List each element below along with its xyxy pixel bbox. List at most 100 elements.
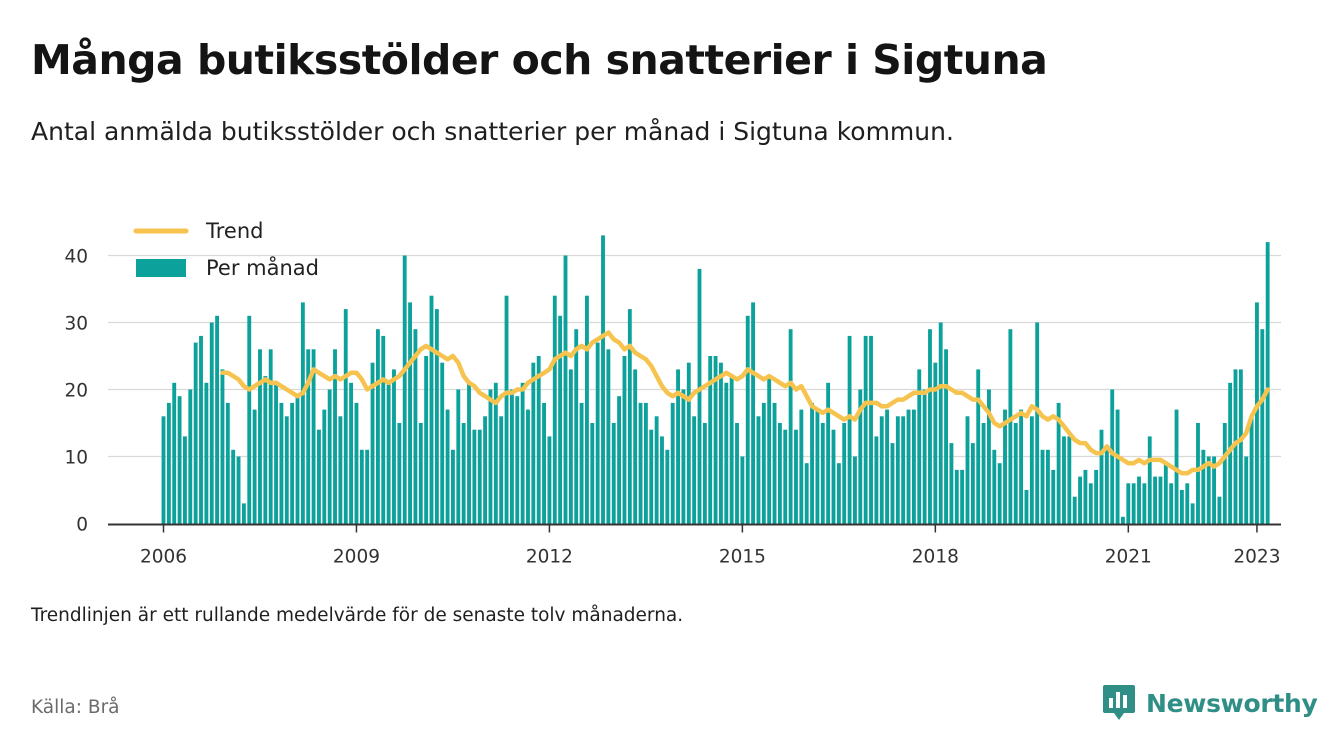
bar-99 bbox=[692, 416, 697, 524]
bar-66 bbox=[515, 396, 520, 524]
bar-57 bbox=[467, 382, 471, 524]
bar-86 bbox=[622, 356, 627, 524]
bar-132 bbox=[869, 335, 873, 524]
bar-50 bbox=[429, 295, 434, 524]
bar-74 bbox=[558, 315, 563, 524]
bar-93 bbox=[660, 436, 664, 524]
bar-85 bbox=[617, 396, 622, 524]
bar-117 bbox=[788, 329, 793, 524]
bar-142 bbox=[922, 389, 927, 524]
bar-89 bbox=[638, 402, 643, 524]
bar-136 bbox=[890, 443, 895, 524]
bar-22 bbox=[279, 402, 284, 524]
bar-61 bbox=[488, 389, 493, 524]
bar-41 bbox=[381, 335, 386, 524]
bar-111 bbox=[756, 416, 761, 524]
bar-69 bbox=[531, 362, 536, 524]
bar-3 bbox=[177, 396, 182, 524]
bar-155 bbox=[992, 449, 997, 524]
bar-131 bbox=[863, 335, 868, 524]
bar-182 bbox=[1137, 476, 1141, 524]
bar-181 bbox=[1131, 483, 1136, 524]
footnote: Trendlinjen är ett rullande medelvärde f… bbox=[31, 605, 684, 626]
bar-164 bbox=[1040, 449, 1045, 524]
bar-5 bbox=[188, 389, 193, 524]
bar-179 bbox=[1121, 516, 1125, 524]
bar-35 bbox=[349, 382, 354, 524]
bar-166 bbox=[1051, 469, 1056, 524]
bar-152 bbox=[976, 369, 981, 524]
bar-184 bbox=[1147, 436, 1152, 524]
bar-73 bbox=[552, 295, 557, 524]
bar-139 bbox=[906, 409, 911, 524]
bar-14 bbox=[236, 456, 241, 524]
bar-31 bbox=[327, 389, 332, 524]
y-tick-label-40: 40 bbox=[64, 247, 88, 268]
bar-108 bbox=[740, 456, 745, 524]
bar-96 bbox=[676, 369, 680, 524]
bar-197 bbox=[1217, 496, 1222, 524]
bar-95 bbox=[670, 402, 675, 524]
bar-97 bbox=[681, 389, 686, 524]
bar-151 bbox=[970, 443, 975, 524]
bar-53 bbox=[445, 409, 450, 524]
bar-191 bbox=[1185, 483, 1190, 524]
bar-26 bbox=[300, 302, 305, 524]
bar-185 bbox=[1153, 476, 1158, 524]
bar-11 bbox=[220, 369, 225, 524]
bar-83 bbox=[606, 349, 611, 524]
bar-162 bbox=[1029, 416, 1034, 524]
brand-name: Newsworthy bbox=[1146, 688, 1318, 718]
bar-59 bbox=[477, 429, 482, 524]
legend-swatch-bars bbox=[136, 259, 186, 277]
bar-127 bbox=[842, 423, 847, 524]
bar-10 bbox=[215, 315, 220, 524]
legend-label-0: Trend bbox=[205, 219, 263, 243]
bar-137 bbox=[895, 416, 900, 524]
bar-4 bbox=[183, 436, 187, 524]
y-tick-label-0: 0 bbox=[76, 515, 88, 536]
bar-144 bbox=[933, 362, 938, 524]
bar-169 bbox=[1067, 436, 1072, 524]
bar-148 bbox=[954, 469, 959, 524]
brand-logo[interactable]: Newsworthy bbox=[1102, 683, 1318, 723]
bar-138 bbox=[901, 416, 906, 524]
bar-133 bbox=[874, 436, 879, 524]
bar-line-chart: 0 10 20 30 40 2006 2009 2012 2015 2018 2021 2023 T… bbox=[64, 219, 1281, 568]
bar-39 bbox=[370, 362, 375, 524]
bar-159 bbox=[1013, 423, 1018, 524]
bar-43 bbox=[392, 369, 396, 524]
bar-15 bbox=[241, 503, 246, 524]
x-tick-label-2021: 2021 bbox=[1105, 547, 1152, 568]
bar-165 bbox=[1045, 449, 1050, 524]
bar-20 bbox=[268, 349, 273, 524]
bar-54 bbox=[451, 449, 455, 524]
bar-51 bbox=[434, 309, 439, 524]
x-axis-ticks: 2006 2009 2012 2015 2018 2021 2023 bbox=[140, 524, 1280, 568]
bar-71 bbox=[542, 402, 546, 524]
bar-118 bbox=[794, 429, 798, 524]
bar-175 bbox=[1099, 429, 1104, 524]
bar-101 bbox=[702, 423, 707, 524]
bar-80 bbox=[590, 423, 595, 524]
bar-12 bbox=[225, 402, 230, 524]
bar-180 bbox=[1126, 483, 1131, 524]
bar-13 bbox=[231, 449, 236, 524]
bar-100 bbox=[697, 268, 702, 524]
bar-115 bbox=[777, 423, 782, 524]
bar-161 bbox=[1024, 490, 1029, 524]
bar-126 bbox=[836, 463, 841, 524]
bar-30 bbox=[322, 409, 327, 524]
bar-113 bbox=[767, 376, 772, 524]
bar-167 bbox=[1056, 402, 1061, 524]
bar-140 bbox=[911, 409, 916, 524]
bar-156 bbox=[997, 463, 1002, 524]
bar-94 bbox=[665, 449, 670, 524]
bar-195 bbox=[1206, 456, 1211, 524]
bar-0 bbox=[161, 416, 166, 524]
bar-105 bbox=[724, 382, 729, 524]
bar-52 bbox=[440, 362, 445, 524]
bar-44 bbox=[397, 423, 402, 524]
bar-203 bbox=[1249, 416, 1254, 524]
bar-19 bbox=[263, 376, 268, 524]
